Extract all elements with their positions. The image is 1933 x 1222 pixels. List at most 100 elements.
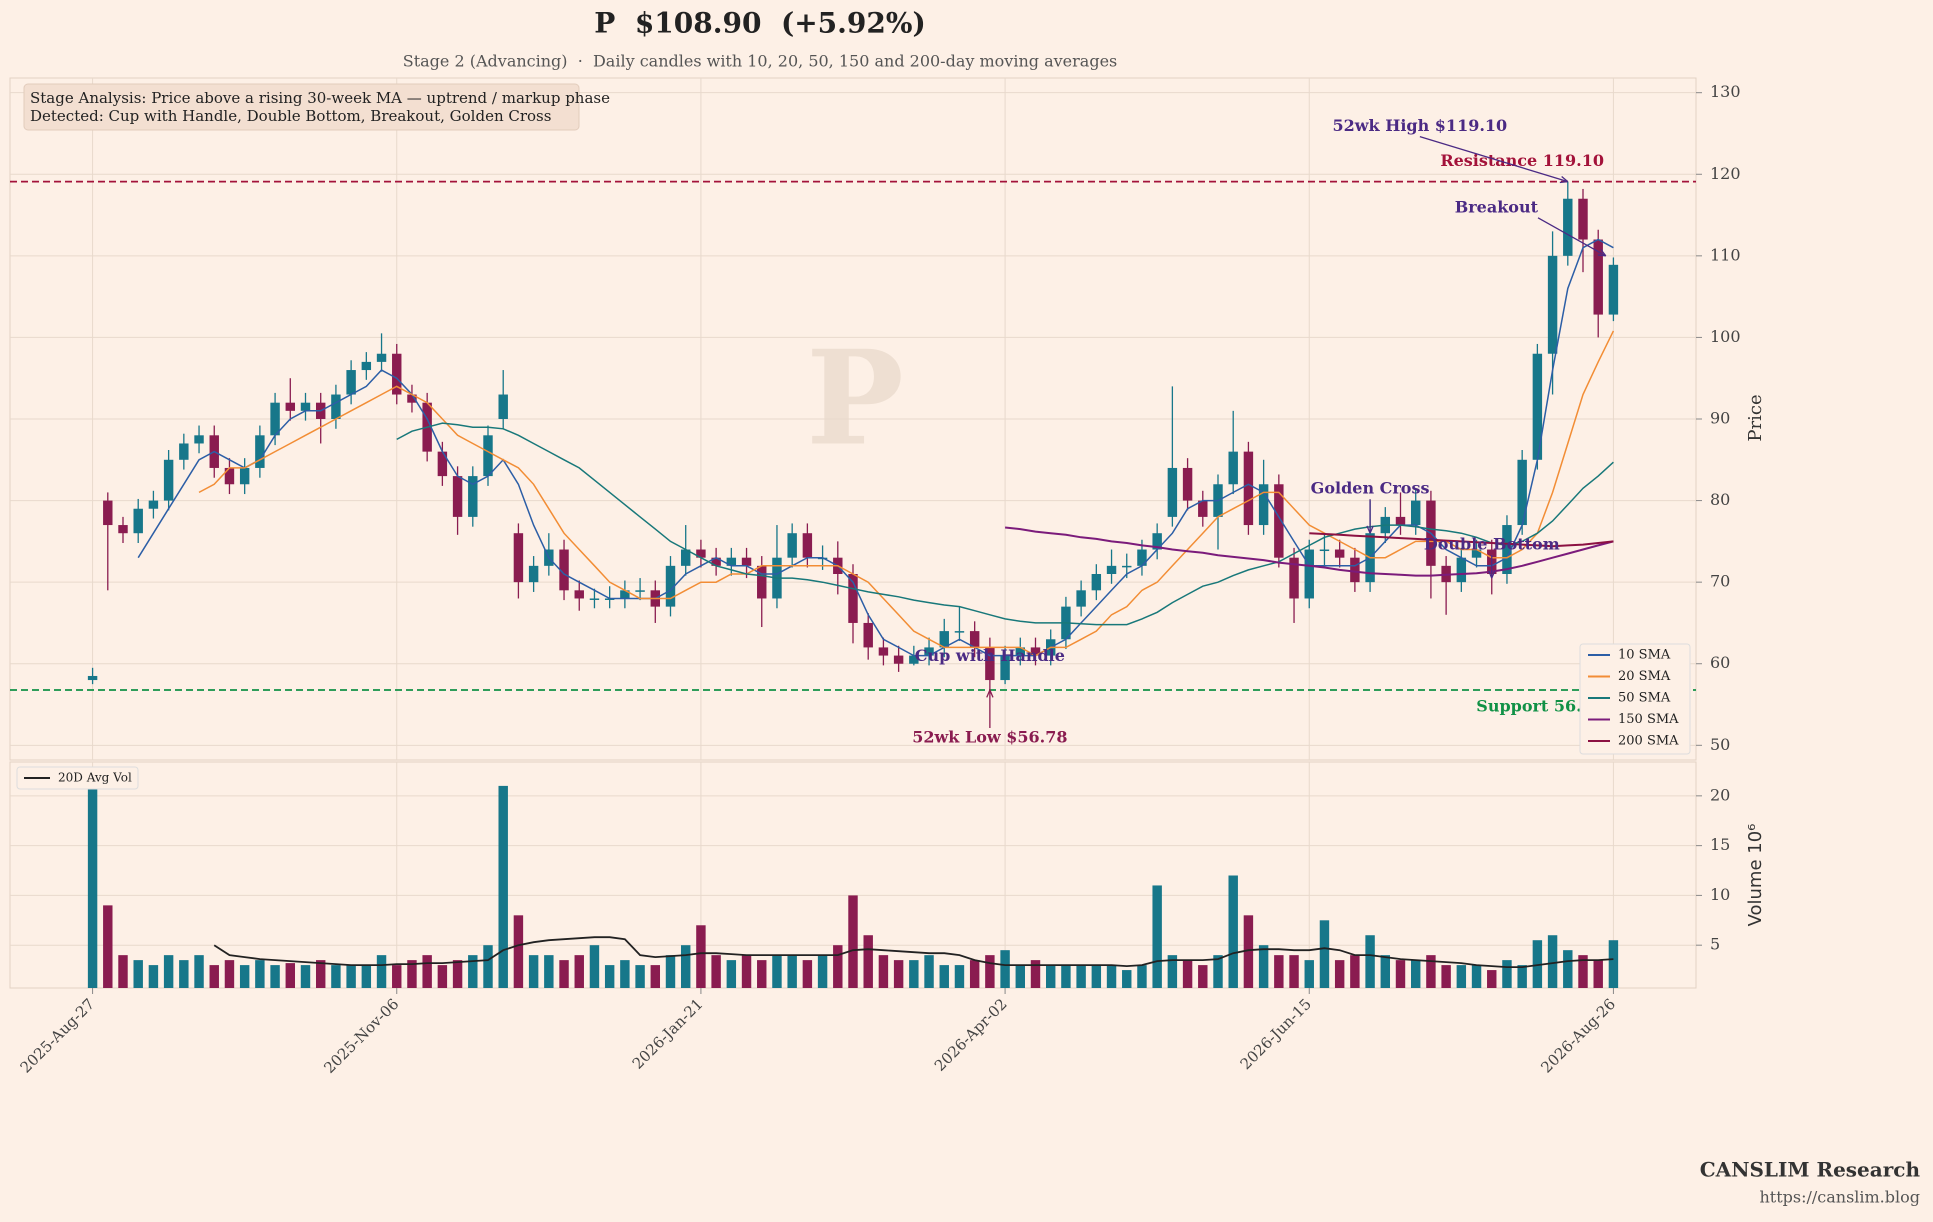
candle-body	[924, 647, 934, 656]
volume-bar	[1350, 955, 1360, 988]
volume-bar	[589, 945, 600, 988]
volume-bar	[87, 785, 98, 988]
volume-bar	[376, 955, 387, 988]
volume-bar	[300, 965, 311, 988]
volume-bar	[1243, 915, 1254, 988]
candle-body	[635, 590, 645, 592]
volume-bar	[1289, 955, 1299, 988]
candle-body	[1015, 647, 1026, 656]
candle-body	[1091, 574, 1102, 591]
candle-body	[376, 353, 387, 362]
ma-line	[1004, 526, 1614, 577]
candle-body	[696, 549, 706, 558]
volume-bar	[437, 965, 448, 988]
volume-bar	[1061, 965, 1071, 988]
legend-label: 20 SMA	[1618, 669, 1671, 684]
candle-body	[711, 557, 721, 566]
candle-body	[270, 402, 280, 436]
volume-bar	[1471, 965, 1482, 988]
volume-bar	[1426, 955, 1436, 988]
candle-body	[1608, 264, 1619, 315]
volume-bar	[118, 955, 128, 988]
volume-bar	[787, 955, 797, 988]
volume-bar	[452, 960, 463, 988]
candle-body	[757, 565, 767, 599]
candle-body	[1030, 647, 1041, 656]
watermark: P	[806, 322, 904, 475]
volume-tick-label: 20	[1710, 785, 1730, 804]
candle-body	[620, 590, 630, 599]
volume-bar	[1213, 955, 1223, 988]
y-tick-label: 90	[1710, 409, 1730, 428]
annotation-label: Cup with Handle	[915, 646, 1065, 665]
candle-body	[452, 476, 463, 517]
annotation-arrowhead	[1597, 249, 1607, 257]
chart-subtitle: Stage 2 (Advancing) · Daily candles with…	[403, 52, 1118, 71]
legend-label: 20D Avg Vol	[58, 771, 132, 785]
candle-body	[1274, 484, 1284, 558]
volume-bar	[209, 965, 219, 988]
footer-brand: CANSLIM Research	[1700, 1158, 1921, 1182]
candle-body	[1502, 525, 1512, 574]
avg-volume-line	[213, 936, 1614, 968]
legend-label: 10 SMA	[1618, 648, 1671, 663]
volume-bar	[650, 965, 661, 988]
candle-body	[392, 353, 402, 395]
legend-box	[16, 766, 139, 790]
volume-bar	[1532, 940, 1543, 988]
volume-bar	[1198, 965, 1208, 988]
candle-body	[224, 467, 235, 485]
candle-body	[787, 533, 797, 558]
volume-bar	[1122, 970, 1132, 988]
annotation-arrowhead	[1488, 570, 1496, 579]
annotation-label: Golden Cross	[1311, 479, 1430, 498]
y-axis-label: Price	[1745, 394, 1766, 441]
volume-bar	[802, 960, 813, 988]
volume-bar	[1106, 965, 1117, 988]
candle-body	[331, 394, 341, 419]
candle-body	[285, 402, 296, 411]
volume-bar	[817, 955, 828, 988]
volume-axis-label: Volume 10⁶	[1745, 824, 1766, 927]
annotation-label: Breakout	[1455, 197, 1539, 216]
candle-body	[1076, 590, 1086, 607]
volume-bar	[1410, 960, 1421, 988]
candle-body	[1152, 533, 1162, 550]
volume-bar	[680, 945, 691, 988]
candle-body	[346, 370, 356, 395]
volume-bar	[969, 960, 980, 988]
volume-bar	[1608, 940, 1619, 988]
volume-bar	[665, 955, 676, 988]
candle-body	[498, 394, 508, 419]
volume-bar	[757, 960, 767, 988]
volume-tick-label: 5	[1710, 935, 1720, 954]
volume-bar	[1030, 960, 1041, 988]
ma-line	[198, 330, 1615, 657]
volume-bar	[1563, 950, 1573, 988]
volume-bar	[1228, 875, 1238, 988]
volume-bar	[726, 960, 737, 988]
candle-body	[179, 443, 189, 460]
volume-bar	[255, 960, 265, 988]
candle-body	[939, 631, 949, 648]
volume-bar	[635, 965, 645, 988]
candle-body	[969, 631, 980, 648]
info-box	[23, 83, 580, 131]
volume-bar	[163, 955, 174, 988]
candle-body	[1167, 467, 1178, 517]
candle-body	[437, 451, 448, 477]
y-tick-label: 70	[1710, 572, 1730, 591]
volume-bar	[498, 785, 508, 988]
volume-bar	[544, 955, 554, 988]
volume-bar	[103, 905, 113, 988]
volume-bar	[863, 935, 873, 988]
candle-body	[1258, 484, 1269, 526]
candle-body	[468, 476, 478, 517]
volume-bar	[909, 960, 919, 988]
candle-body	[1532, 353, 1543, 460]
volume-bar	[315, 960, 326, 988]
volume-bar	[270, 965, 280, 988]
ma-line	[396, 422, 1614, 626]
volume-bar	[1152, 885, 1162, 988]
